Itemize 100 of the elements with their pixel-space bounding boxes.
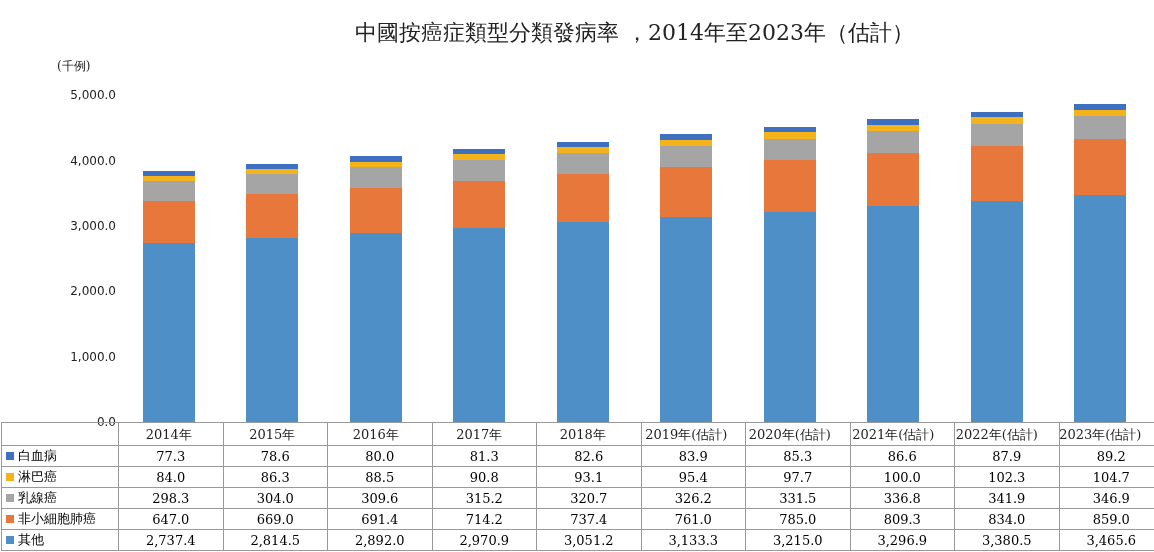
bar <box>867 119 920 125</box>
data-label: 93.1 <box>536 466 641 488</box>
bar <box>1074 103 1127 110</box>
data-label: 737.4 <box>536 508 641 530</box>
bar <box>970 146 1023 201</box>
bar <box>1074 116 1127 140</box>
data-label: 809.3 <box>850 508 955 530</box>
data-label: 341.9 <box>954 487 1059 509</box>
bar <box>349 156 402 162</box>
legend-label: 乳線癌 <box>18 490 57 505</box>
bar <box>763 138 816 161</box>
data-label: 691.4 <box>327 508 432 530</box>
bar <box>867 206 920 422</box>
bar <box>453 227 506 422</box>
data-label: 2,970.9 <box>432 529 537 551</box>
data-label: 669.0 <box>223 508 328 530</box>
bar <box>246 237 299 422</box>
data-label: 298.3 <box>118 487 223 509</box>
bar <box>660 167 713 218</box>
bar <box>556 222 609 422</box>
x-tick-label: 2014年 <box>145 426 192 442</box>
legend-label: 非小細胞肺癌 <box>18 511 96 526</box>
data-label: 85.3 <box>745 445 850 467</box>
data-label: 88.5 <box>327 466 432 488</box>
legend-label: 白血病 <box>18 448 57 463</box>
data-label: 3,380.5 <box>954 529 1059 551</box>
bar <box>970 117 1023 125</box>
bar <box>660 139 713 146</box>
bar <box>660 145 713 168</box>
data-label: 3,051.2 <box>536 529 641 551</box>
data-label: 304.0 <box>223 487 328 509</box>
bar <box>763 132 816 139</box>
bar <box>349 167 402 188</box>
bar <box>453 180 506 228</box>
data-label: 100.0 <box>850 466 955 488</box>
bar <box>246 174 299 195</box>
bar <box>556 141 609 148</box>
y-tick-label: 4,000.0 <box>70 153 116 168</box>
bar <box>867 153 920 207</box>
legend-label: 其他 <box>18 532 44 547</box>
y-axis-title: (千例) <box>57 59 91 73</box>
data-label: 2,737.4 <box>118 529 223 551</box>
x-tick-label: 2023年(估計) <box>1059 426 1142 442</box>
bar <box>349 232 402 422</box>
data-label: 77.3 <box>118 445 223 467</box>
data-label: 336.8 <box>850 487 955 509</box>
data-label: 785.0 <box>745 508 850 530</box>
x-tick-label: 2020年(估計) <box>748 426 831 442</box>
data-label: 84.0 <box>118 466 223 488</box>
data-label: 2,892.0 <box>327 529 432 551</box>
data-label: 80.0 <box>327 445 432 467</box>
bar <box>1074 195 1127 422</box>
bar <box>763 211 816 422</box>
bar <box>556 174 609 223</box>
data-label: 320.7 <box>536 487 641 509</box>
bar <box>1074 139 1127 196</box>
bar <box>763 126 816 133</box>
bar <box>142 170 195 176</box>
bar <box>556 153 609 175</box>
data-label: 331.5 <box>745 487 850 509</box>
data-label: 83.9 <box>641 445 746 467</box>
legend-label: 淋巴癌 <box>18 469 57 484</box>
bar <box>660 134 713 140</box>
data-label: 3,133.3 <box>641 529 746 551</box>
y-tick-label: 5,000.0 <box>70 88 116 103</box>
bar <box>246 194 299 238</box>
data-label: 87.9 <box>954 445 1059 467</box>
x-tick-label: 2016年 <box>352 426 399 442</box>
data-label: 714.2 <box>432 508 537 530</box>
data-label: 309.6 <box>327 487 432 509</box>
bar <box>142 175 195 182</box>
bar <box>867 131 920 154</box>
bar <box>867 124 920 132</box>
bar <box>453 160 506 181</box>
data-label: 3,465.6 <box>1059 529 1154 551</box>
bar <box>970 124 1023 147</box>
x-tick-label: 2021年(估計) <box>852 426 935 442</box>
bar <box>660 217 713 422</box>
bar <box>453 154 506 161</box>
x-tick-label: 2015年 <box>249 426 296 442</box>
data-label: 834.0 <box>954 508 1059 530</box>
bar <box>349 187 402 233</box>
bar <box>556 147 609 154</box>
y-tick-label: 1,000.0 <box>70 349 116 364</box>
bar <box>142 200 195 243</box>
bar <box>763 160 816 212</box>
data-label: 95.4 <box>641 466 746 488</box>
data-label: 346.9 <box>1059 487 1154 509</box>
x-tick-label: 2019年(估計) <box>645 426 728 442</box>
data-label: 761.0 <box>641 508 746 530</box>
bar <box>142 181 195 201</box>
x-tick-label: 2017年 <box>456 426 503 442</box>
data-label: 3,215.0 <box>745 529 850 551</box>
data-label: 315.2 <box>432 487 537 509</box>
y-tick-label: 2,000.0 <box>70 284 116 299</box>
x-tick-label: 2018年 <box>559 426 606 442</box>
data-label: 102.3 <box>954 466 1059 488</box>
data-label: 82.6 <box>536 445 641 467</box>
data-label: 104.7 <box>1059 466 1154 488</box>
bar <box>453 149 506 155</box>
